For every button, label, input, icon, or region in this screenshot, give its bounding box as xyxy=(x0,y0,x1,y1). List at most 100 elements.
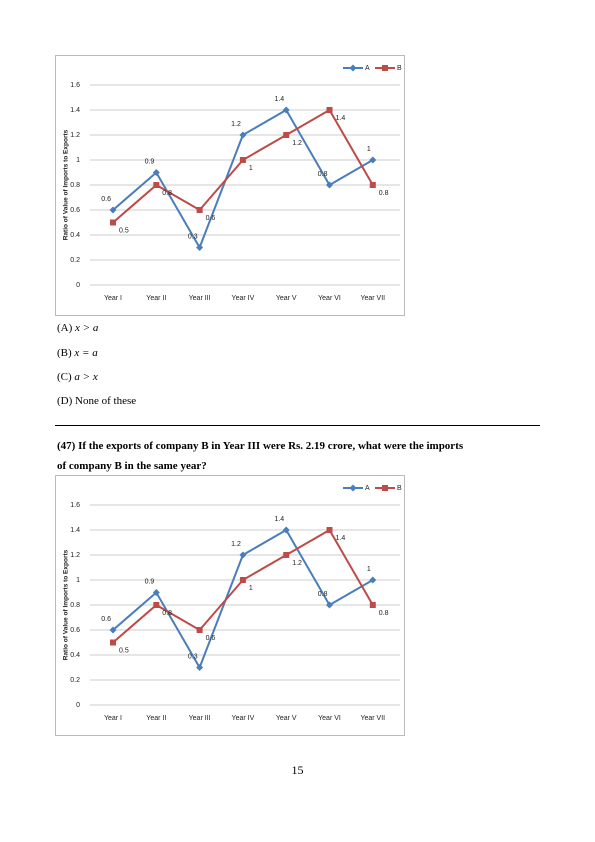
y-tick-label: 1.4 xyxy=(70,527,80,534)
option-text: a > x xyxy=(74,371,98,383)
point-marker xyxy=(326,107,333,113)
separator xyxy=(55,425,540,426)
point-marker xyxy=(239,157,246,163)
point-marker xyxy=(109,626,117,634)
question-number: (47) xyxy=(57,440,76,452)
point-marker xyxy=(282,526,290,534)
point-marker xyxy=(369,576,377,584)
y-tick-label: 0.2 xyxy=(70,677,80,684)
data-label: 1.2 xyxy=(292,140,302,147)
data-label: 1.4 xyxy=(274,516,284,523)
x-tick-label: Year VI xyxy=(318,715,341,722)
x-tick-label: Year V xyxy=(276,295,297,302)
point-marker xyxy=(196,244,204,251)
y-tick-label: 0.6 xyxy=(70,627,80,634)
y-tick-label: 0.8 xyxy=(70,182,80,189)
question-text: If the exports of company B in Year III … xyxy=(78,440,464,452)
point-marker xyxy=(239,131,247,139)
option-text: x > a xyxy=(75,322,99,334)
data-label: 0.8 xyxy=(162,190,172,197)
point-marker xyxy=(239,551,247,559)
data-label: 1 xyxy=(249,585,253,592)
point-marker xyxy=(326,527,333,533)
x-tick-label: Year IV xyxy=(232,715,255,722)
x-tick-label: Year IV xyxy=(232,295,255,302)
point-marker xyxy=(282,106,290,114)
y-tick-label: 1 xyxy=(76,577,80,584)
data-label: 1.4 xyxy=(274,96,284,103)
data-label: 1 xyxy=(249,165,253,172)
point-marker xyxy=(196,664,204,671)
legend-marker xyxy=(349,484,357,492)
data-label: 0.3 xyxy=(188,653,198,660)
data-label: 0.8 xyxy=(318,591,328,598)
option: (A) x > a xyxy=(57,322,98,334)
x-tick-label: Year VI xyxy=(318,295,341,302)
legend-marker xyxy=(349,64,357,72)
chart-frame xyxy=(55,55,405,316)
legend-label: B xyxy=(397,65,402,72)
data-label: 1.4 xyxy=(336,115,346,122)
option: (B) x = a xyxy=(57,347,98,359)
x-tick-label: Year III xyxy=(189,715,211,722)
y-tick-label: 0.4 xyxy=(70,232,80,239)
point-marker xyxy=(196,207,203,213)
point-marker xyxy=(196,627,203,633)
y-tick-label: 0.6 xyxy=(70,207,80,214)
point-marker xyxy=(326,601,333,609)
point-marker xyxy=(283,132,290,138)
chart-frame xyxy=(55,475,405,736)
x-tick-label: Year I xyxy=(104,295,122,302)
data-label: 0.8 xyxy=(162,610,172,617)
point-marker xyxy=(369,156,377,164)
legend-marker xyxy=(382,485,388,491)
data-label: 0.5 xyxy=(119,647,129,654)
option-label: (B) xyxy=(57,347,72,359)
y-tick-label: 0.8 xyxy=(70,602,80,609)
option-label: (A) xyxy=(57,322,73,334)
option: (D) None of these xyxy=(57,395,136,407)
y-axis-title: Ratio of Value of Imports to Exports xyxy=(63,549,70,660)
data-label: 0.9 xyxy=(145,158,155,165)
chart: 0 0.2 0.4 0.6 0.8 1 1.2 1.4 1.6 Ratio of Value of… xyxy=(55,475,405,736)
data-label: 1.2 xyxy=(231,121,241,128)
legend-label: A xyxy=(365,65,370,72)
data-label: 0.6 xyxy=(206,215,216,222)
option-text: x = a xyxy=(74,347,98,359)
point-marker xyxy=(326,181,333,189)
point-marker xyxy=(153,602,160,608)
legend-label: A xyxy=(365,485,370,492)
point-marker xyxy=(283,552,290,558)
legend-marker xyxy=(382,65,388,71)
x-tick-label: Year II xyxy=(146,715,166,722)
point-marker xyxy=(152,169,160,176)
option: (C) a > x xyxy=(57,371,98,383)
data-label: 1.2 xyxy=(292,560,302,567)
data-label: 0.3 xyxy=(188,233,198,240)
y-tick-label: 0.4 xyxy=(70,652,80,659)
point-marker xyxy=(153,182,160,188)
point-marker xyxy=(152,589,160,596)
y-tick-label: 1.2 xyxy=(70,132,80,139)
y-tick-label: 0.2 xyxy=(70,257,80,264)
data-label: 0.5 xyxy=(119,227,129,234)
x-tick-label: Year VII xyxy=(360,715,385,722)
option-text: None of these xyxy=(75,395,137,407)
data-label: 1 xyxy=(367,566,371,573)
data-label: 0.8 xyxy=(318,171,328,178)
data-label: 1 xyxy=(367,146,371,153)
data-label: 1.2 xyxy=(231,541,241,548)
point-marker xyxy=(369,602,376,608)
y-tick-label: 1 xyxy=(76,157,80,164)
data-label: 0.6 xyxy=(206,635,216,642)
point-marker xyxy=(109,206,117,214)
data-label: 0.9 xyxy=(145,578,155,585)
chart: 0 0.2 0.4 0.6 0.8 1 1.2 1.4 1.6 Ratio of Value of… xyxy=(55,55,405,316)
y-tick-label: 1.6 xyxy=(70,82,80,89)
point-marker xyxy=(110,639,116,646)
option-label: (D) xyxy=(57,395,73,407)
legend-label: B xyxy=(397,485,402,492)
y-tick-label: 0 xyxy=(76,702,80,709)
y-tick-label: 0 xyxy=(76,282,80,289)
